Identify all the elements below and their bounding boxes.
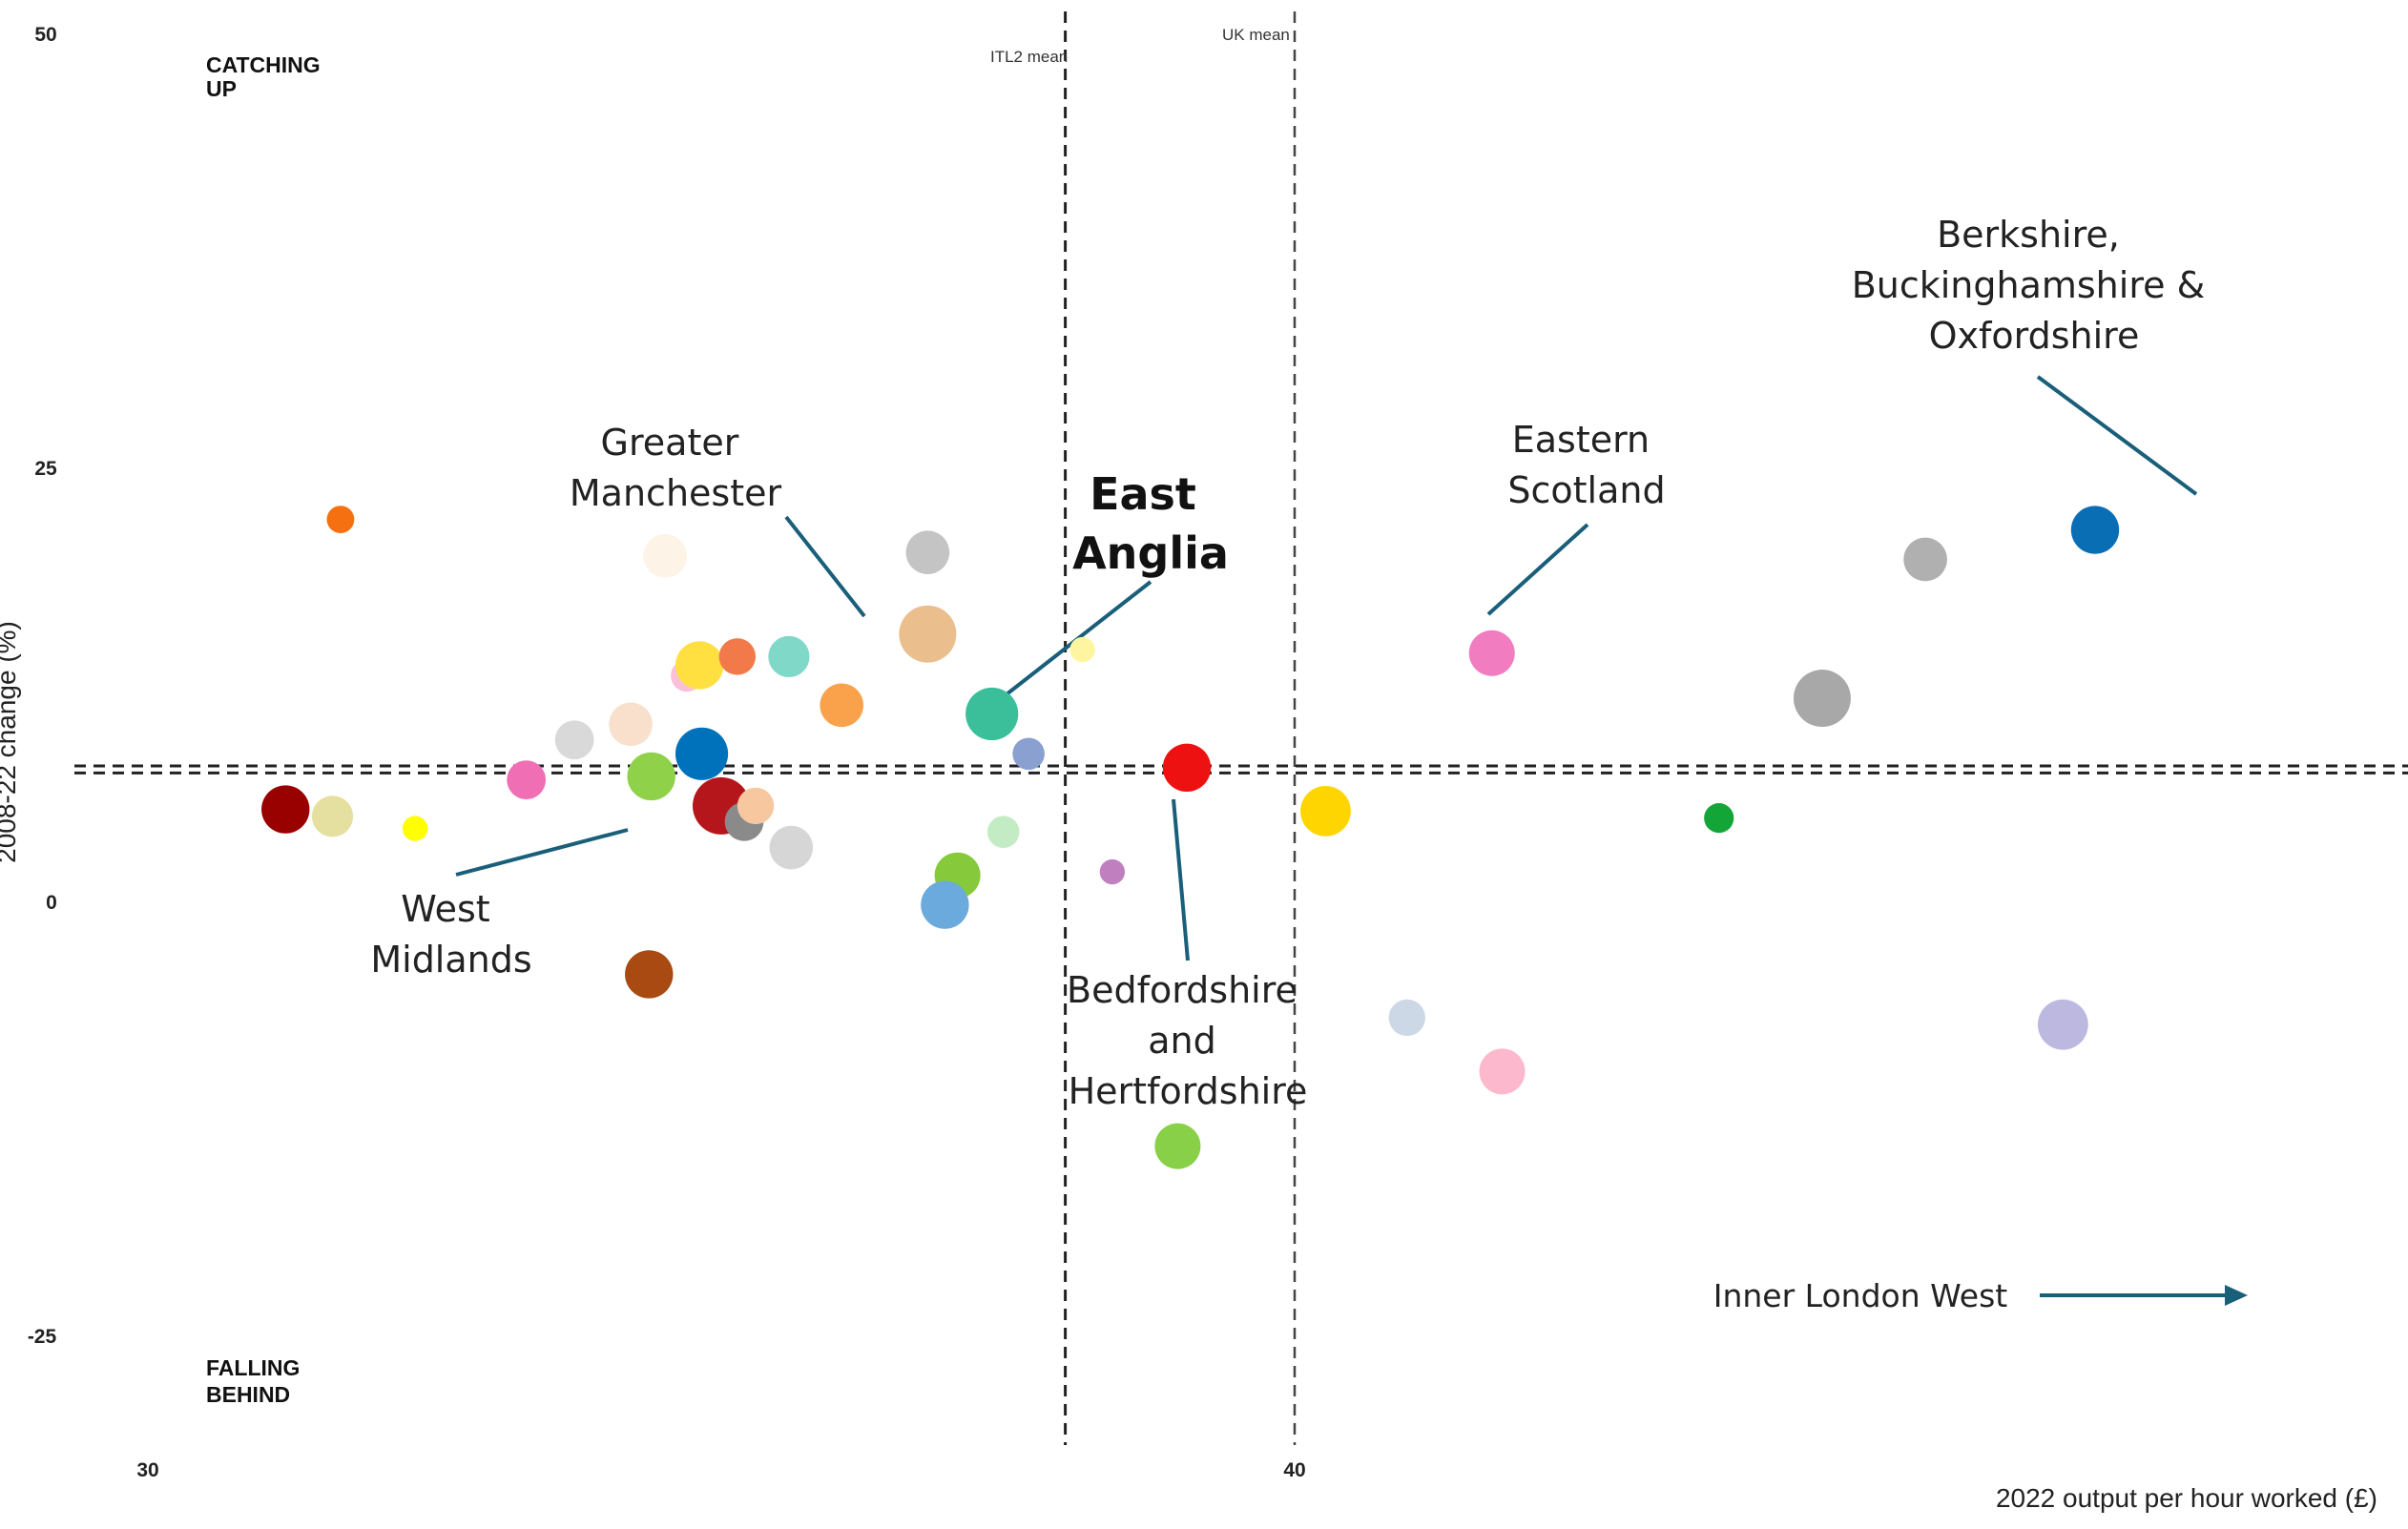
uk-mean-label: UK mean: [1222, 26, 1290, 44]
quadrant-falling-line-2: BEHIND: [206, 1382, 290, 1407]
data-point-30: [1162, 743, 1212, 793]
data-point-13: [820, 683, 864, 728]
data-point-5: [507, 760, 547, 799]
annotation-greater-manchester-line-2: Manchester: [570, 472, 782, 514]
data-point-32: [1300, 785, 1351, 837]
leader-west-midlands: [455, 828, 629, 877]
leader-greater-manchester: [784, 515, 866, 618]
data-point-36: [1704, 803, 1734, 834]
annotation-eastern-scotland-line-2: Scotland: [1507, 469, 1665, 511]
quadrant-label-catching-up: CATCHING UP: [206, 52, 326, 101]
data-point-27: [1012, 737, 1045, 771]
annotation-west-midlands-line-1: West: [401, 888, 489, 930]
data-point-4: [402, 816, 428, 841]
data-point-37: [1793, 670, 1851, 728]
data-point-29: [1099, 858, 1126, 885]
annotation-bedfordshire-line-3: Hertfordshire: [1069, 1070, 1308, 1112]
annotation-west-midlands-line-2: Midlands: [370, 939, 531, 981]
data-point-39: [2037, 999, 2088, 1050]
data-point-18: [737, 787, 775, 825]
annotation-berkshire-line-1: Berkshire,: [1937, 214, 2120, 256]
data-point-33: [1388, 999, 1425, 1037]
inner-london-west-arrow-icon: [2040, 1285, 2248, 1306]
annotation-berkshire: Berkshire, Buckinghamshire & Oxfordshire: [1852, 214, 2217, 357]
annotation-bedfordshire-line-2: and: [1148, 1020, 1216, 1062]
data-point-11: [718, 638, 757, 675]
data-point-31: [1154, 1123, 1201, 1169]
y-tick-labels: 50 25 0 -25: [28, 24, 57, 1348]
data-point-24: [921, 880, 969, 929]
y-tick-label-0: 0: [46, 892, 57, 914]
x-tick-label-30: 30: [136, 1459, 158, 1481]
data-point-15: [675, 727, 729, 780]
leader-bedfordshire: [1172, 798, 1190, 961]
data-point-14: [627, 752, 675, 801]
annotation-east-anglia-line-2: Anglia: [1072, 527, 1229, 579]
annotation-bedfordshire-line-1: Bedfordshire: [1067, 969, 1297, 1011]
annotation-greater-manchester-line-1: Greater: [601, 422, 739, 464]
y-tick-label-25: 25: [34, 458, 57, 480]
x-tick-label-40: 40: [1283, 1459, 1305, 1481]
annotation-berkshire-line-3: Oxfordshire: [1929, 315, 2140, 357]
x-tick-labels: 30 40: [136, 1459, 1305, 1481]
data-point-10: [675, 641, 724, 690]
leader-eastern-scotland: [1486, 523, 1589, 616]
y-tick-label-neg25: -25: [28, 1326, 57, 1348]
data-point-6: [554, 720, 594, 760]
data-point-19: [769, 825, 814, 870]
data-point-20: [625, 950, 674, 999]
quadrant-catching-line-2: UP: [206, 76, 237, 101]
annotation-eastern-scotland-line-1: Eastern: [1512, 419, 1650, 461]
annotation-greater-manchester: Greater Manchester: [570, 422, 782, 514]
annotation-eastern-scotland: Eastern Scotland: [1507, 419, 1665, 511]
data-points: [261, 506, 2120, 1169]
data-point-3: [311, 795, 354, 837]
quadrant-label-falling-behind: FALLING BEHIND: [206, 1355, 306, 1407]
data-point-35: [1479, 1048, 1526, 1095]
data-point-22: [899, 605, 957, 663]
annotation-east-anglia: East Anglia: [1072, 468, 1229, 579]
data-point-26: [965, 687, 1019, 741]
quadrant-catching-line-1: CATCHING: [206, 52, 321, 77]
annotation-east-anglia-line-1: East: [1090, 468, 1196, 520]
data-point-25: [986, 816, 1020, 848]
y-tick-label-50: 50: [34, 24, 56, 46]
data-point-2: [261, 785, 310, 834]
data-point-34: [1468, 630, 1515, 676]
annotation-berkshire-line-2: Buckinghamshire &: [1852, 264, 2206, 306]
leader-berkshire: [2036, 375, 2198, 496]
annotation-bedfordshire: Bedfordshire and Hertfordshire: [1067, 969, 1309, 1112]
data-point-12: [768, 635, 810, 677]
data-point-7: [609, 702, 653, 747]
annotation-west-midlands: West Midlands: [370, 888, 531, 981]
reference-lines: [74, 11, 2408, 1445]
data-point-1: [326, 506, 355, 533]
x-axis-label: 2022 output per hour worked (£): [1996, 1483, 2377, 1513]
data-point-8: [643, 534, 687, 578]
y-axis-label: 2008-22 change (%): [0, 621, 21, 863]
data-point-38: [1903, 537, 1947, 582]
data-point-28: [1069, 636, 1095, 663]
quadrant-falling-line-1: FALLING: [206, 1355, 300, 1380]
data-point-21: [905, 530, 950, 574]
annotation-inner-london-west: Inner London West: [1713, 1277, 2008, 1314]
data-point-40: [2070, 506, 2120, 554]
itl2-mean-label: ITL2 mean: [990, 48, 1068, 66]
